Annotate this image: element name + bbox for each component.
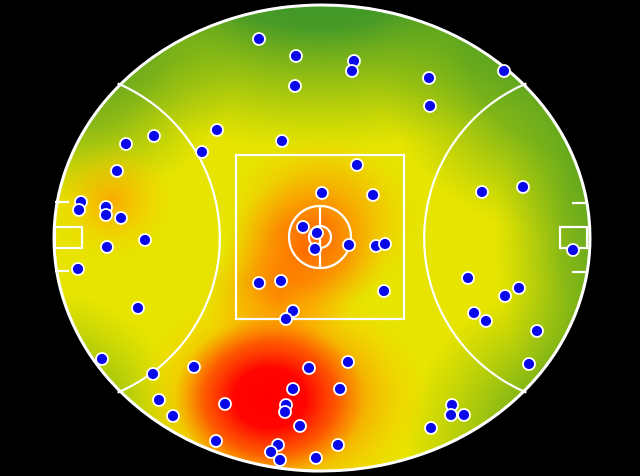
data-point xyxy=(187,360,201,374)
data-point xyxy=(512,281,526,295)
data-point xyxy=(350,158,364,172)
data-point xyxy=(467,306,481,320)
data-point xyxy=(100,240,114,254)
data-point xyxy=(424,421,438,435)
data-point xyxy=(341,355,355,369)
data-point xyxy=(293,419,307,433)
data-point xyxy=(264,445,278,459)
centre-square xyxy=(234,153,406,321)
data-point xyxy=(461,271,475,285)
data-point xyxy=(310,226,324,240)
data-point xyxy=(166,409,180,423)
data-point xyxy=(497,64,511,78)
data-point xyxy=(152,393,166,407)
data-point xyxy=(252,32,266,46)
data-point xyxy=(479,314,493,328)
data-point xyxy=(444,408,458,422)
data-point xyxy=(522,357,536,371)
data-point xyxy=(377,284,391,298)
data-point xyxy=(99,208,113,222)
data-point xyxy=(210,123,224,137)
data-point xyxy=(342,238,356,252)
data-point xyxy=(278,405,292,419)
data-point xyxy=(286,382,300,396)
green-zone-bottom-right xyxy=(405,275,590,471)
data-point xyxy=(315,186,329,200)
data-point xyxy=(366,188,380,202)
data-point xyxy=(110,164,124,178)
data-point xyxy=(95,352,109,366)
data-point xyxy=(475,185,489,199)
fifty-metre-arc-right xyxy=(423,82,527,394)
data-point xyxy=(71,262,85,276)
data-point xyxy=(72,203,86,217)
data-point xyxy=(302,361,316,375)
data-point xyxy=(516,180,530,194)
data-point xyxy=(333,382,347,396)
data-point xyxy=(566,243,580,257)
data-point xyxy=(275,134,289,148)
data-point xyxy=(288,79,302,93)
data-point xyxy=(289,49,303,63)
data-point xyxy=(147,129,161,143)
data-point xyxy=(138,233,152,247)
data-point xyxy=(423,99,437,113)
data-point xyxy=(209,434,223,448)
data-point xyxy=(252,276,266,290)
data-point xyxy=(279,312,293,326)
data-point xyxy=(457,408,471,422)
data-point xyxy=(114,211,128,225)
data-point xyxy=(530,324,544,338)
data-point xyxy=(309,451,323,465)
fifty-metre-arc-left xyxy=(117,82,221,394)
hotspot-bottom-core xyxy=(175,318,365,471)
data-point xyxy=(378,237,392,251)
data-point xyxy=(345,64,359,78)
data-point xyxy=(296,220,310,234)
data-point xyxy=(308,242,322,256)
data-point xyxy=(331,438,345,452)
data-points-layer xyxy=(71,32,580,467)
data-point xyxy=(273,453,287,467)
goal-square-left xyxy=(53,225,84,250)
data-point xyxy=(146,367,160,381)
data-point xyxy=(119,137,133,151)
data-point xyxy=(422,71,436,85)
data-point xyxy=(498,289,512,303)
data-point xyxy=(274,274,288,288)
data-point xyxy=(195,145,209,159)
data-point xyxy=(131,301,145,315)
green-zone-bottom-left xyxy=(54,290,185,471)
data-point xyxy=(218,397,232,411)
